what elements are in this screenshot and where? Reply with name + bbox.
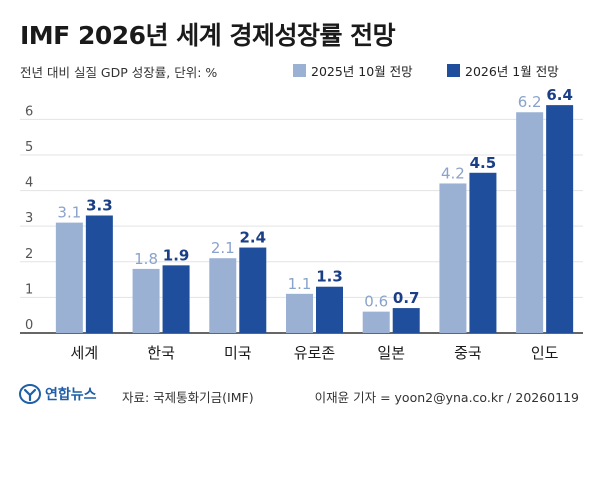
legend-swatch-2026-jan [447, 64, 460, 77]
value-label-2025-oct: 3.1 [57, 204, 81, 222]
value-label-2026-jan: 6.4 [546, 86, 573, 104]
legend-item-2025-oct: 2025년 10월 전망 [293, 61, 413, 80]
publisher-logo-text: 연합뉴스 [45, 387, 97, 403]
value-label-2025-oct: 0.6 [364, 293, 388, 311]
yonhap-logo-icon [19, 384, 41, 404]
y-tick-label: 5 [25, 140, 33, 155]
bar-2025-oct [209, 258, 237, 333]
y-tick-label: 1 [25, 282, 33, 297]
bar-2026-jan [316, 286, 343, 333]
bar-2025-oct [362, 311, 390, 333]
value-label-2025-oct: 1.1 [288, 275, 312, 293]
bar-2025-oct [439, 183, 467, 333]
publisher-logo: 연합뉴스 [19, 384, 97, 404]
bar-2026-jan [546, 105, 574, 333]
source-note: 자료: 국제통화기금(IMF) [122, 390, 254, 405]
legend-swatch-2025-oct [293, 64, 306, 77]
legend-label-2026-jan: 2026년 1월 전망 [465, 64, 559, 79]
category-label: 한국 [147, 344, 175, 362]
value-label-2026-jan: 1.9 [163, 246, 190, 264]
bar-2025-oct [55, 222, 83, 333]
bar-2026-jan [162, 265, 190, 333]
category-label: 유로존 [294, 344, 336, 362]
category-label: 중국 [454, 344, 482, 362]
value-label-2025-oct: 1.8 [134, 250, 158, 268]
bar-2025-oct [516, 112, 544, 333]
y-tick-label: 4 [25, 176, 33, 191]
bar-2026-jan [469, 172, 497, 333]
bar-2026-jan [85, 215, 113, 333]
value-label-2026-jan: 0.7 [393, 289, 420, 307]
y-tick-label: 0 [25, 318, 33, 333]
category-label: 인도 [531, 344, 559, 362]
legend-item-2026-jan: 2026년 1월 전망 [447, 61, 559, 80]
y-tick-label: 6 [25, 104, 33, 119]
legend-label-2025-oct: 2025년 10월 전망 [311, 64, 413, 79]
bar-2025-oct [286, 293, 313, 333]
bar-2025-oct [132, 268, 160, 333]
reporter-credit: 이재윤 기자 = yoon2@yna.co.kr / 20260119 [314, 390, 579, 405]
value-label-2026-jan: 4.5 [470, 154, 497, 172]
value-label-2025-oct: 2.1 [211, 239, 235, 257]
value-label-2026-jan: 1.3 [316, 268, 343, 286]
chart-title: IMF 2026년 세계 경제성장률 전망 [20, 21, 396, 50]
value-label-2026-jan: 2.4 [239, 229, 266, 247]
bar-chart: 0 1 2 3 4 5 6 3.1 3.3 세계 1.8 1.9 한국 2.12.4 미국 1.1 1.3 유로존… [20, 86, 583, 362]
y-tick-label: 3 [25, 211, 33, 226]
bar-2026-jan [239, 247, 267, 333]
chart-subtitle: 전년 대비 실질 GDP 성장률, 단위: % [20, 65, 218, 80]
value-label-2026-jan: 3.3 [86, 197, 113, 215]
category-label: 일본 [377, 344, 405, 362]
category-label: 세계 [71, 344, 99, 362]
bar-2026-jan [392, 308, 420, 333]
value-label-2025-oct: 6.2 [518, 93, 542, 111]
value-label-2025-oct: 4.2 [441, 164, 465, 182]
y-tick-label: 2 [25, 247, 33, 262]
category-label: 미국 [224, 344, 252, 362]
